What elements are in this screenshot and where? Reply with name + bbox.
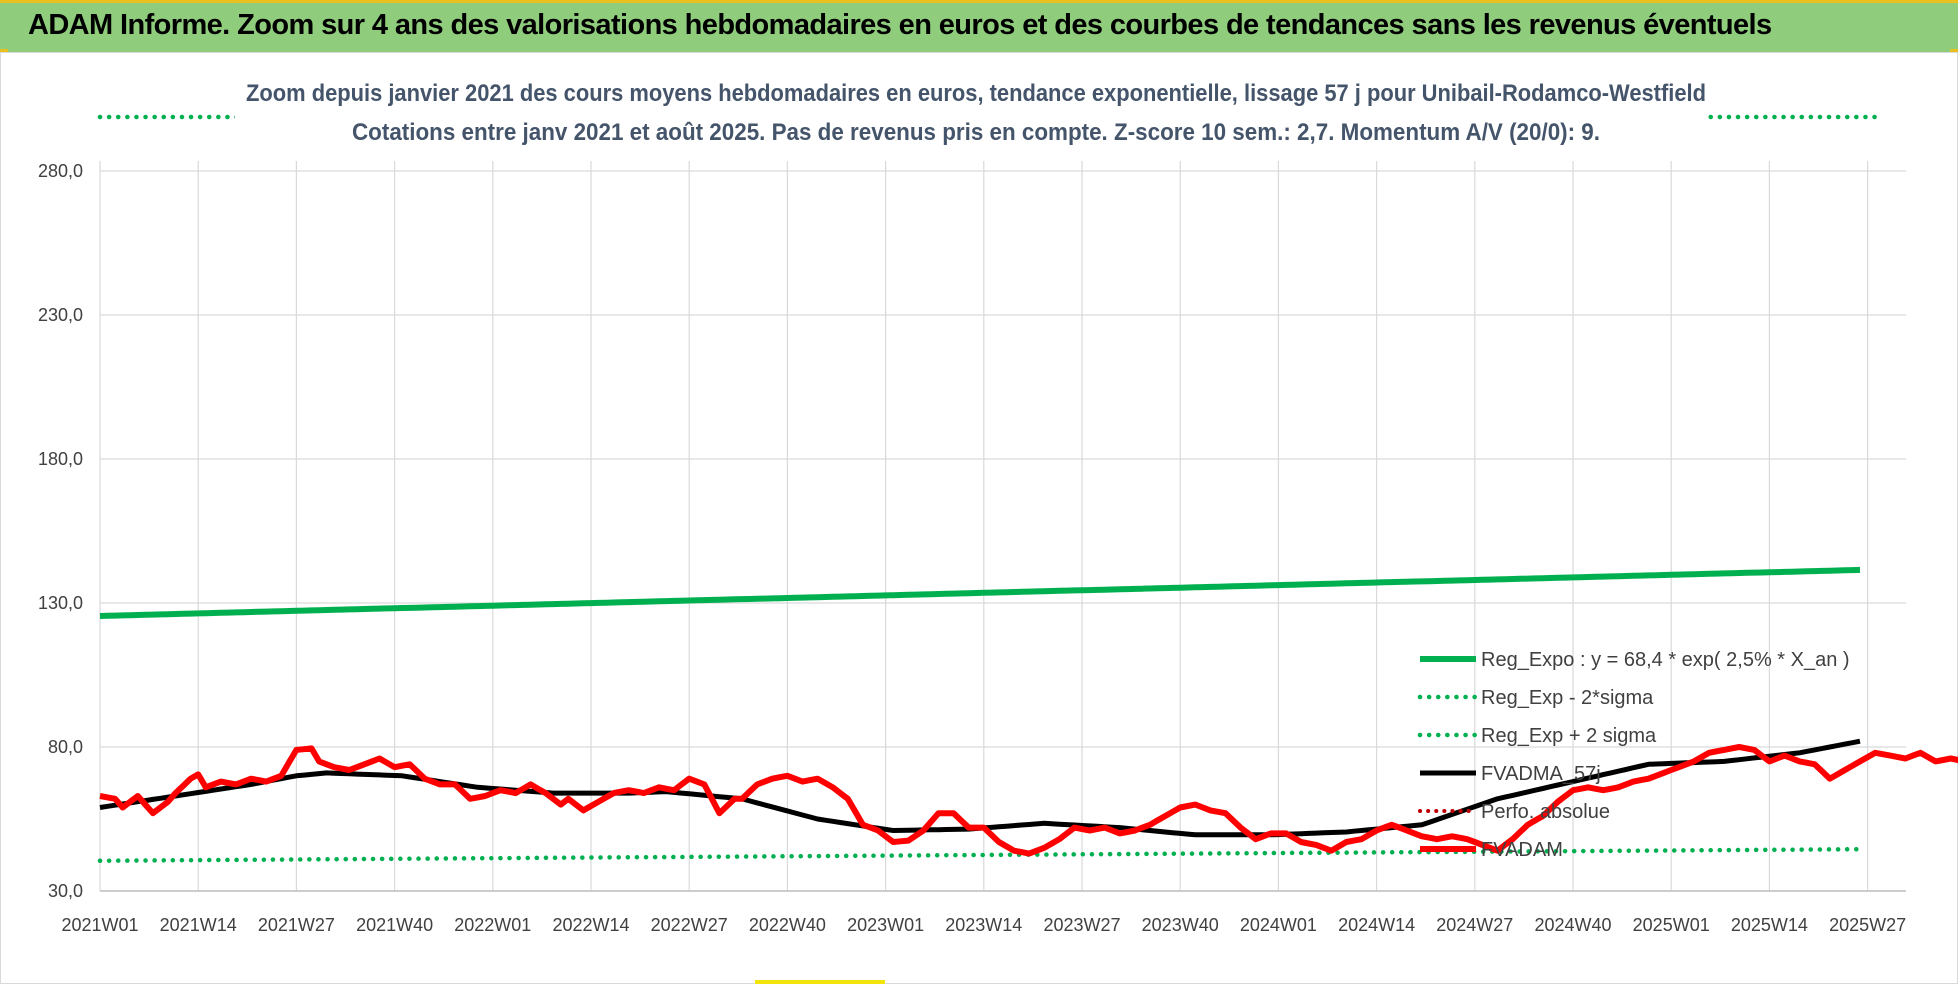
x-tick-label: 2025W01: [1633, 915, 1710, 935]
y-tick-label: 280,0: [38, 161, 83, 181]
chart-legend: Reg_Expo : y = 68,4 * exp( 2,5% * X_an )…: [1417, 649, 1850, 861]
legend-item: Reg_Exp + 2 sigma: [1417, 725, 1657, 747]
corner-marker-left: [0, 49, 8, 53]
banner-title: ADAM Informe. Zoom sur 4 ans des valoris…: [28, 9, 1772, 41]
x-tick-label: 2022W14: [552, 915, 629, 935]
chart-titles: Zoom depuis janvier 2021 des cours moyen…: [235, 72, 1706, 152]
x-tick-label: 2021W14: [160, 915, 237, 935]
chart-title-line-1: Zoom depuis janvier 2021 des cours moyen…: [246, 80, 1706, 107]
series-fvadam: [99, 744, 1958, 857]
legend-label: Reg_Exp - 2*sigma: [1481, 687, 1654, 709]
y-tick-label: 130,0: [38, 593, 83, 613]
y-tick-label: 230,0: [38, 305, 83, 325]
x-tick-label: 2024W40: [1534, 915, 1611, 935]
series-reg-exp-minus-2-sigma: [97, 846, 1863, 864]
y-tick-label: 80,0: [48, 737, 83, 757]
legend-label: FVADMA_57j: [1481, 763, 1601, 785]
y-tick-label: 30,0: [48, 881, 83, 901]
corner-marker-right: [1950, 49, 1958, 53]
x-tick-label: 2024W01: [1240, 915, 1317, 935]
legend-label: Reg_Exp + 2 sigma: [1481, 725, 1657, 747]
series-reg-expo: [99, 566, 1861, 619]
axis-labels: 30,0 80,0 130,0 180,0 230,0 280,0 2021W01 2021W…: [38, 161, 1906, 935]
legend-item: FVADAM: [1420, 839, 1563, 861]
x-tick-label: 2022W27: [651, 915, 728, 935]
bottom-marker: [755, 980, 885, 984]
x-tick-label: 2023W14: [945, 915, 1022, 935]
legend-item: Reg_Exp - 2*sigma: [1417, 687, 1654, 709]
y-tick-label: 180,0: [38, 449, 83, 469]
x-tick-label: 2024W14: [1338, 915, 1415, 935]
legend-item: Perfo. absolue: [1418, 801, 1610, 823]
x-tick-label: 2022W40: [749, 915, 826, 935]
legend-item: Reg_Expo : y = 68,4 * exp( 2,5% * X_an ): [1420, 649, 1850, 671]
legend-label: Perfo. absolue: [1481, 801, 1610, 823]
x-tick-label: 2023W01: [847, 915, 924, 935]
x-tick-label: 2021W01: [61, 915, 138, 935]
legend-label: Reg_Expo : y = 68,4 * exp( 2,5% * X_an ): [1481, 649, 1850, 671]
series-layer: [97, 566, 1958, 864]
x-tick-label: 2023W27: [1043, 915, 1120, 935]
x-tick-label: 2021W27: [258, 915, 335, 935]
x-tick-label: 2024W27: [1436, 915, 1513, 935]
chart-grid: [99, 161, 1906, 892]
title-background: [235, 72, 1705, 152]
chart-title-line-2: Cotations entre janv 2021 et août 2025. …: [352, 119, 1600, 146]
legend-label: FVADAM: [1481, 839, 1563, 861]
legend-item: FVADMA_57j: [1420, 763, 1601, 785]
x-tick-label: 2025W27: [1829, 915, 1906, 935]
x-tick-label: 2025W14: [1731, 915, 1808, 935]
x-tick-label: 2022W01: [454, 915, 531, 935]
page-banner: ADAM Informe. Zoom sur 4 ans des valoris…: [0, 0, 1958, 52]
x-tick-label: 2021W40: [356, 915, 433, 935]
x-tick-label: 2023W40: [1142, 915, 1219, 935]
